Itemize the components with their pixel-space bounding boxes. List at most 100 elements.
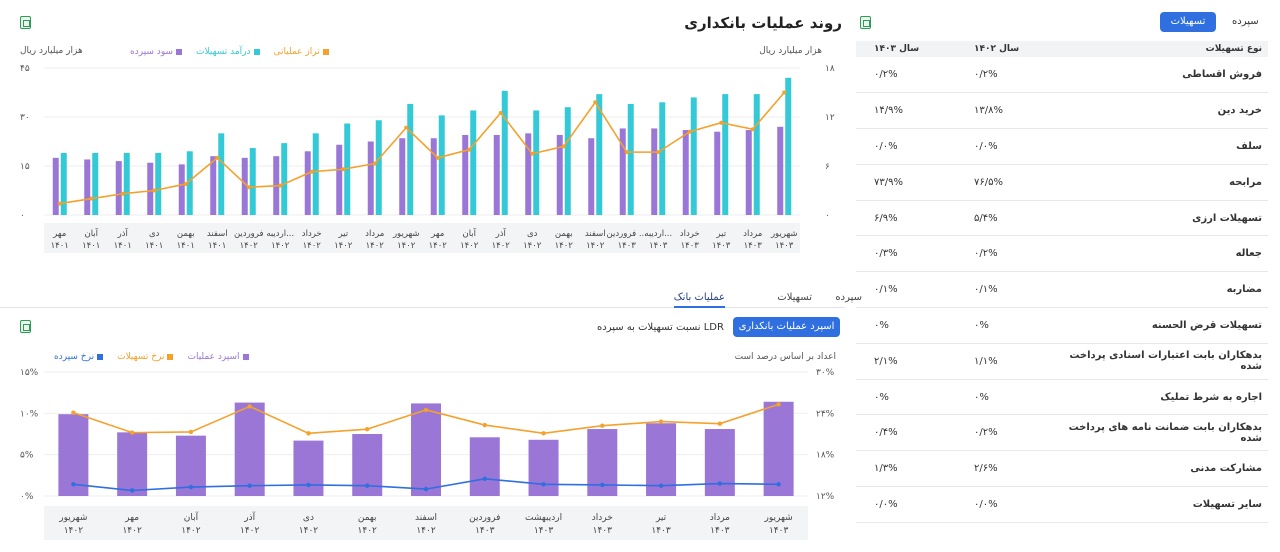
point-operating-balance — [89, 196, 94, 201]
right-tick-label: ۳۰% — [816, 368, 835, 378]
point-operating-balance — [404, 125, 409, 130]
legend-item-loan-income[interactable]: درآمد تسهیلات — [196, 47, 260, 57]
bar-deposit-profit — [178, 164, 185, 215]
loan-type-cell: جعاله — [1056, 235, 1268, 273]
x-tick-year: ۱۴۰۲ — [397, 241, 416, 251]
point-deposit-rate — [717, 481, 723, 486]
x-tick-year: ۱۴۰۲ — [122, 526, 142, 536]
bar-loan-income — [470, 110, 477, 215]
bar-deposit-profit — [84, 159, 91, 215]
x-tick-year: ۱۴۰۳ — [710, 526, 730, 536]
excel-export-icon[interactable] — [20, 16, 31, 29]
bar-deposit-profit — [147, 162, 154, 215]
x-tick-label: شهریور — [392, 229, 420, 239]
x-tick-year: ۱۴۰۱ — [51, 241, 69, 251]
x-tick-year: ۱۴۰۲ — [240, 526, 260, 536]
tab-deposit[interactable]: سپرده — [835, 292, 862, 303]
bar-spread — [704, 429, 735, 496]
legend-item-loan-rate[interactable]: نرخ تسهیلات — [117, 352, 174, 362]
bar-loan-income — [123, 152, 130, 215]
tab-bank-operations[interactable]: عملیات بانک — [673, 292, 725, 308]
point-loan-rate — [482, 422, 487, 428]
excel-export-icon[interactable] — [20, 320, 31, 333]
legend-label: نرخ سپرده — [54, 352, 95, 362]
right-tick-label: ۱۲% — [816, 492, 835, 502]
x-axis-band — [44, 506, 808, 540]
x-tick-year: ۱۴۰۲ — [586, 241, 605, 251]
ldr-subtitle[interactable]: نسبت تسهیلات به سپرده LDR — [597, 322, 724, 333]
right-tick-label: ۶ — [825, 162, 830, 172]
bar-deposit-profit — [241, 157, 248, 215]
loan-type-cell: مرابحه — [1056, 164, 1268, 201]
x-tick-label: آبان — [84, 227, 98, 239]
value-1402-cell: ۷۶/۵% — [956, 164, 1056, 201]
bar-loan-income — [92, 152, 99, 215]
toggle-loans-button[interactable]: تسهیلات — [1160, 12, 1216, 32]
x-tick-label: تیر — [655, 513, 667, 523]
loan-type-cell: سایر تسهیلات — [1056, 486, 1268, 523]
bar-loan-income — [155, 152, 162, 215]
spread-button[interactable]: اسپرد عملیات بانکداری — [733, 317, 840, 337]
bar-deposit-profit — [115, 161, 122, 215]
value-1402-cell: ۰/۰% — [956, 128, 1056, 165]
point-loan-rate — [717, 421, 723, 426]
left-tick-label: ۴۵ — [20, 64, 30, 74]
loan-type-cell: خرید دین — [1056, 92, 1268, 130]
bar-deposit-profit — [525, 133, 532, 215]
value-1403-cell: ۲/۱% — [856, 343, 956, 380]
x-tick-year: ۱۴۰۲ — [271, 241, 290, 251]
legend-item-deposit-profit[interactable]: سود سپرده — [130, 47, 183, 57]
legend-label: درآمد تسهیلات — [196, 47, 251, 57]
x-tick-year: ۱۴۰۳ — [534, 526, 554, 536]
bar-loan-income — [312, 133, 319, 215]
point-operating-balance — [341, 167, 346, 172]
x-tick-label: شهریور — [58, 513, 87, 523]
toggle-deposit-button[interactable]: سپرده — [1232, 16, 1259, 27]
point-operating-balance — [687, 129, 692, 134]
bar-deposit-profit — [588, 138, 595, 215]
x-tick-year: ۱۴۰۱ — [145, 241, 163, 251]
legend-item-deposit-rate[interactable]: نرخ سپرده — [54, 352, 104, 362]
legend-item-operating[interactable]: تراز عملیاتی — [274, 47, 329, 57]
point-deposit-rate — [482, 476, 487, 481]
point-operating-balance — [215, 155, 220, 160]
x-tick-label: تیر — [337, 229, 348, 239]
x-tick-label: آبان — [462, 227, 476, 239]
excel-export-icon[interactable] — [860, 16, 871, 29]
point-loan-rate — [658, 419, 664, 424]
point-operating-balance — [57, 201, 62, 206]
x-tick-year: ۱۴۰۲ — [64, 526, 84, 536]
point-deposit-rate — [247, 483, 252, 488]
point-operating-balance — [435, 155, 440, 160]
bar-deposit-profit — [682, 130, 689, 215]
legend-label: سود سپرده — [130, 47, 174, 57]
tab-loans[interactable]: تسهیلات — [777, 292, 812, 303]
value-1403-cell: ۰/۴% — [856, 414, 956, 452]
loan-types-table-wrap: نوع تسهیلات سال ۱۴۰۲ سال ۱۴۰۳ فروش اقساط… — [856, 41, 1268, 523]
x-tick-year: ۱۴۰۲ — [240, 241, 259, 251]
loan-type-cell: بدهکاران بابت ضمانت نامه های پرداخت شده — [1056, 414, 1268, 452]
point-loan-rate — [600, 423, 605, 428]
bar-deposit-profit — [556, 134, 563, 215]
table-row: اجاره به شرط تملیک ۰% ۰% — [856, 379, 1268, 416]
point-operating-balance — [561, 144, 566, 149]
point-loan-rate — [188, 429, 194, 435]
value-1402-cell: ۰/۲% — [956, 57, 1056, 94]
legend-label: تراز عملیاتی — [273, 47, 320, 57]
x-tick-year: ۱۴۰۱ — [114, 241, 132, 251]
bar-deposit-profit — [210, 156, 217, 215]
value-1403-cell: ۱/۳% — [856, 450, 956, 488]
legend-item-spread[interactable]: اسپرد عملیات — [187, 352, 249, 362]
bar-loan-income — [564, 107, 571, 215]
top-chart: ۰ ۰ ۱۵ ۶ ۳۰ ۱۲ ۴۵ ۱۸ مهر ۱۴۰۱ آبان ۱۴۰۱ آذر ۱۴۰۱ دی ۱۴۰… — [20, 64, 835, 253]
right-tick-label: ۲۴% — [816, 409, 835, 419]
legend-label: نرخ تسهیلات — [117, 352, 165, 362]
point-deposit-rate — [600, 482, 605, 488]
x-tick-year: ۱۴۰۱ — [208, 241, 226, 251]
left-tick-label: ۱۵% — [20, 368, 39, 378]
point-operating-balance — [372, 161, 377, 166]
table-row: مرابحه ۷۶/۵% ۷۳/۹% — [856, 164, 1268, 201]
left-axis-unit: هزار میلیارد ریال — [20, 46, 83, 56]
point-loan-rate — [776, 402, 781, 407]
bar-spread — [234, 402, 265, 496]
